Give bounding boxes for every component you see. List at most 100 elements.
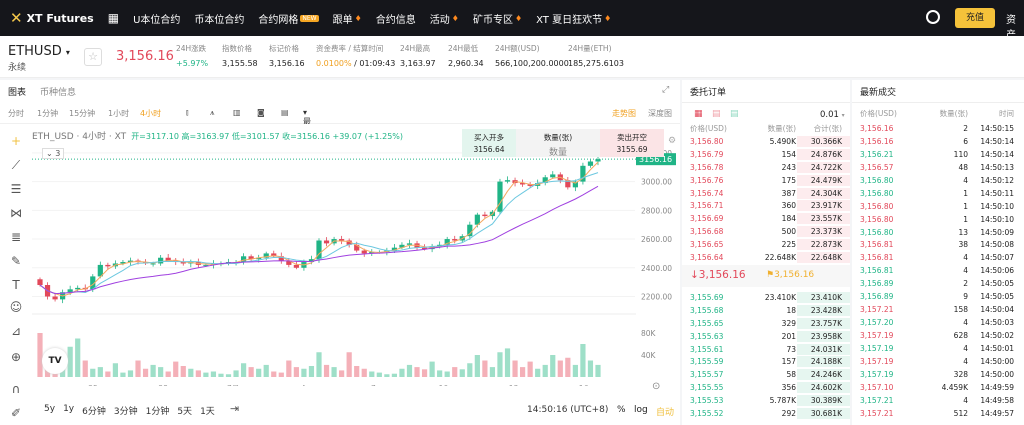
- candle-body: [421, 247, 428, 250]
- camera-icon[interactable]: ◙: [257, 108, 265, 117]
- settings-icon[interactable]: ⚙: [668, 136, 677, 146]
- interval-4h[interactable]: 4小时: [140, 109, 162, 118]
- precision-select[interactable]: 0.01 ▾: [820, 110, 845, 120]
- notes-icon[interactable]: ▤: [281, 108, 289, 117]
- view-bids-icon[interactable]: ▤: [730, 109, 739, 119]
- log-toggle[interactable]: log: [634, 405, 648, 415]
- interval-1h[interactable]: 1小时: [108, 109, 130, 118]
- orderbook-row[interactable]: 3,156.79 154 24.876K: [682, 148, 850, 161]
- range-button[interactable]: 6分钟: [82, 407, 106, 417]
- candle-body: [240, 256, 247, 263]
- chart-settings-icon[interactable]: ⊙: [652, 381, 661, 392]
- orderbook-row[interactable]: 3,156.71 360 23.917K: [682, 200, 850, 213]
- stat-item: 标记价格 3,156.16: [269, 44, 305, 68]
- volume-bar: [263, 364, 269, 377]
- nav-item[interactable]: 跟单 ♦: [332, 13, 362, 26]
- recharge-button[interactable]: 充值: [955, 8, 995, 28]
- interval-15m[interactable]: 15分钟: [69, 109, 96, 118]
- nav-item[interactable]: 矿币专区 ♦: [472, 13, 523, 26]
- view-both-icon[interactable]: ▦: [694, 109, 703, 119]
- nav-item[interactable]: 活动 ♦: [429, 13, 459, 26]
- view-depth[interactable]: 深度图: [648, 109, 672, 118]
- pattern-icon[interactable]: ⋈: [10, 206, 22, 220]
- range-button[interactable]: 1y: [63, 404, 75, 414]
- volume-bar: [391, 373, 398, 377]
- fib-icon[interactable]: ≣: [10, 230, 22, 244]
- orderbook-row[interactable]: 3,155.63 201 23.958K: [682, 330, 850, 343]
- auto-toggle[interactable]: 自动: [656, 408, 675, 418]
- x-tick-label: 10: [439, 384, 449, 386]
- orderbook-row[interactable]: 3,156.80 5.490K 30.366K: [682, 135, 850, 148]
- search-icon[interactable]: [926, 10, 940, 24]
- nav-item[interactable]: U本位合约: [133, 14, 181, 26]
- bar-chart-icon[interactable]: ▥: [233, 108, 241, 117]
- favorite-star-icon[interactable]: ☆: [84, 48, 102, 66]
- apps-grid-icon[interactable]: ▦: [107, 11, 120, 25]
- sell-short-button[interactable]: 卖出开空 3155.69: [600, 129, 664, 157]
- symbol-selector[interactable]: ETHUSD ▾: [8, 44, 70, 59]
- indicators-icon[interactable]: ⩚: [210, 108, 215, 117]
- volume-bar: [346, 352, 352, 377]
- range-button[interactable]: 5y: [44, 404, 56, 414]
- pencil-lock-icon[interactable]: ✐: [10, 406, 22, 420]
- orderbook-row[interactable]: 3,155.52 292 30.681K: [682, 407, 850, 420]
- interval-1m[interactable]: 1分钟: [37, 109, 59, 118]
- orderbook-row[interactable]: 3,155.65 329 23.757K: [682, 317, 850, 330]
- brand-logo[interactable]: ✕ XT Futures: [10, 9, 94, 27]
- orderbook-row[interactable]: 3,156.64 22.648K 22.648K: [682, 251, 850, 264]
- price-chart[interactable]: + ⟋ ☰ ⋈ ≣ ✎ T ☺ ⊿ ⊕ ∩ ✐ 3200.003000.0028…: [0, 124, 680, 425]
- last-price: 3,156.16: [116, 49, 174, 64]
- tab-coin-info[interactable]: 币种信息: [40, 88, 77, 98]
- volume-bar: [210, 371, 217, 377]
- volume-bar: [429, 361, 435, 377]
- range-button[interactable]: 1分钟: [145, 407, 170, 417]
- nav-item[interactable]: 币本位合约: [194, 14, 245, 26]
- assets-menu[interactable]: 资产: [1006, 15, 1016, 41]
- brush-icon[interactable]: ✎: [10, 254, 22, 268]
- quantity-input[interactable]: 数量(张) 数量: [516, 129, 600, 158]
- orderbook-row[interactable]: 3,156.74 387 24.304K: [682, 187, 850, 200]
- magnet-icon[interactable]: ∩: [11, 382, 21, 396]
- view-asks-icon[interactable]: ▤: [712, 109, 721, 119]
- date-range-icon[interactable]: ⇥: [230, 402, 240, 415]
- ruler-icon[interactable]: ⊿: [10, 324, 22, 338]
- range-button[interactable]: 3分钟: [113, 407, 138, 417]
- range-button[interactable]: 1天: [200, 407, 215, 417]
- orderbook-row[interactable]: 3,155.55 356 24.602K: [682, 381, 850, 394]
- trendline-icon[interactable]: ⟋: [11, 158, 21, 172]
- fullscreen-icon[interactable]: ⤢: [662, 85, 670, 95]
- emoji-icon[interactable]: ☺: [9, 300, 23, 314]
- orderbook-row[interactable]: 3,156.78 243 24.722K: [682, 161, 850, 174]
- volume-bar: [308, 366, 315, 377]
- orderbook-row[interactable]: 3,156.68 500 23.373K: [682, 225, 850, 238]
- nav-item[interactable]: 合约信息: [375, 14, 416, 26]
- orderbook-row[interactable]: 3,155.59 157 24.188K: [682, 356, 850, 369]
- price-type-select[interactable]: 最新价格 ▾: [303, 108, 311, 159]
- orderbook-row[interactable]: 3,155.69 23.410K 23.410K: [682, 291, 850, 304]
- volume-bar: [557, 360, 563, 377]
- percent-toggle[interactable]: %: [617, 405, 626, 415]
- candlestick-plot[interactable]: 3200.003000.002800.002600.002400.002200.…: [0, 124, 680, 386]
- zoom-in-icon[interactable]: ⊕: [10, 350, 22, 364]
- orderbook-row[interactable]: 3,155.61 73 24.031K: [682, 343, 850, 356]
- crosshair-icon[interactable]: +: [10, 134, 22, 148]
- nav-item[interactable]: 合约网格 NEW: [258, 14, 319, 26]
- orderbook-row[interactable]: 3,155.53 5.787K 30.389K: [682, 394, 850, 407]
- orderbook-row[interactable]: 3,156.69 184 23.557K: [682, 212, 850, 225]
- orderbook-row[interactable]: 3,156.76 175 24.479K: [682, 174, 850, 187]
- orderbook-row[interactable]: 3,155.57 58 24.246K: [682, 368, 850, 381]
- text-icon[interactable]: T: [12, 278, 20, 292]
- orderbook-row[interactable]: 3,156.65 225 22.873K: [682, 238, 850, 251]
- tradingview-logo: TV: [42, 348, 68, 374]
- volume-bar: [293, 367, 299, 377]
- candle-body: [550, 174, 556, 178]
- horizontal-lines-icon[interactable]: ☰: [10, 182, 22, 196]
- view-trend[interactable]: 走势图: [612, 109, 636, 118]
- range-button[interactable]: 5天: [177, 407, 193, 417]
- buy-long-button[interactable]: 买入开多 3156.64: [462, 129, 516, 157]
- orderbook-row[interactable]: 3,155.68 18 23.428K: [682, 304, 850, 317]
- indicator-toggle[interactable]: ⌄ 3: [42, 148, 65, 159]
- candle-type-icon[interactable]: ⫾: [186, 108, 189, 117]
- interval-timeline[interactable]: 分时: [8, 109, 24, 118]
- nav-item[interactable]: XT 夏日狂欢节 ♦: [536, 13, 612, 26]
